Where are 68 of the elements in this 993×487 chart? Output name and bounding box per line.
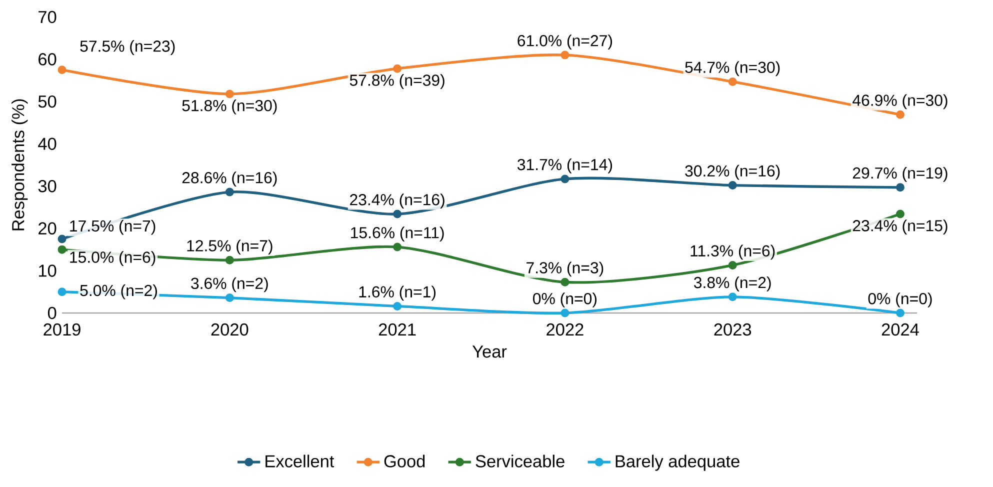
- point: [560, 174, 570, 184]
- legend-label: Excellent: [266, 454, 334, 468]
- data-label: 3.6% (n=2): [191, 277, 268, 292]
- y-tick-label: 60: [38, 53, 56, 66]
- data-label: 15.6% (n=11): [351, 226, 444, 242]
- x-tick-label: 2024: [882, 323, 919, 336]
- y-tick-label: 40: [38, 138, 56, 150]
- y-tick-label: 70: [38, 10, 56, 24]
- point: [560, 50, 570, 60]
- data-label: 3.8% (n=2): [694, 276, 771, 292]
- point: [728, 260, 737, 270]
- data-label: 46.9% (n=30): [852, 94, 948, 110]
- data-label: 57.5% (n=23): [80, 40, 175, 55]
- point: [896, 210, 904, 218]
- y-tick-label: 10: [38, 264, 56, 277]
- data-label: 11.3% (n=6): [690, 244, 775, 260]
- point: [896, 110, 904, 119]
- x-tick-label: 2022: [546, 323, 584, 336]
- point: [728, 181, 737, 190]
- y-tick-label: 30: [38, 180, 56, 192]
- point: [560, 278, 570, 286]
- point: [58, 288, 66, 296]
- point: [728, 292, 737, 302]
- point: [393, 210, 402, 218]
- point: [393, 302, 402, 310]
- x-tick-label: 2019: [44, 323, 80, 336]
- point: [393, 242, 402, 252]
- data-label: 54.7% (n=30): [685, 61, 780, 76]
- point: [560, 308, 570, 318]
- x-axis-title: Year: [472, 346, 507, 358]
- point: [225, 256, 234, 264]
- x-tick-label: 2020: [211, 323, 248, 336]
- data-label: 0% (n=0): [533, 292, 596, 308]
- point: [728, 77, 737, 86]
- data-label: 15.0% (n=6): [70, 251, 156, 266]
- point: [896, 308, 904, 318]
- data-label: 17.5% (n=7): [70, 220, 156, 235]
- data-label: 5.0% (n=2): [80, 284, 157, 300]
- y-axis-title: Respondents (%): [12, 99, 28, 230]
- x-tick-label: 2021: [378, 323, 416, 336]
- data-label: 23.4% (n=16): [350, 194, 444, 208]
- point: [225, 90, 234, 98]
- data-label: 57.8% (n=39): [350, 74, 444, 90]
- data-label: 0% (n=0): [868, 292, 932, 308]
- point: [58, 66, 66, 74]
- data-label: 28.6% (n=16): [182, 172, 277, 186]
- x-tick-label: 2023: [714, 323, 752, 336]
- point: [225, 188, 234, 196]
- data-label: 31.7% (n=14): [517, 158, 612, 174]
- y-tick-label: 0: [48, 306, 56, 320]
- legend-label: Serviceable: [476, 454, 564, 468]
- point: [393, 64, 402, 73]
- point: [225, 294, 234, 302]
- y-tick-label: 50: [38, 95, 56, 108]
- data-label: 7.3% (n=3): [526, 262, 604, 277]
- data-label: 30.2% (n=16): [685, 164, 780, 180]
- point: [58, 245, 66, 254]
- point: [58, 234, 66, 244]
- point: [896, 183, 904, 192]
- data-label: 29.7% (n=19): [852, 166, 948, 182]
- legend-label: Good: [384, 454, 425, 468]
- data-label: 12.5% (n=7): [187, 240, 272, 255]
- data-label: 61.0% (n=27): [518, 34, 612, 50]
- legend-label: Barely adequate: [616, 454, 740, 471]
- y-tick-label: 20: [38, 222, 56, 235]
- data-label: 1.6% (n=1): [359, 286, 436, 301]
- data-label: 23.4% (n=15): [852, 220, 948, 234]
- data-label: 51.8% (n=30): [182, 100, 277, 114]
